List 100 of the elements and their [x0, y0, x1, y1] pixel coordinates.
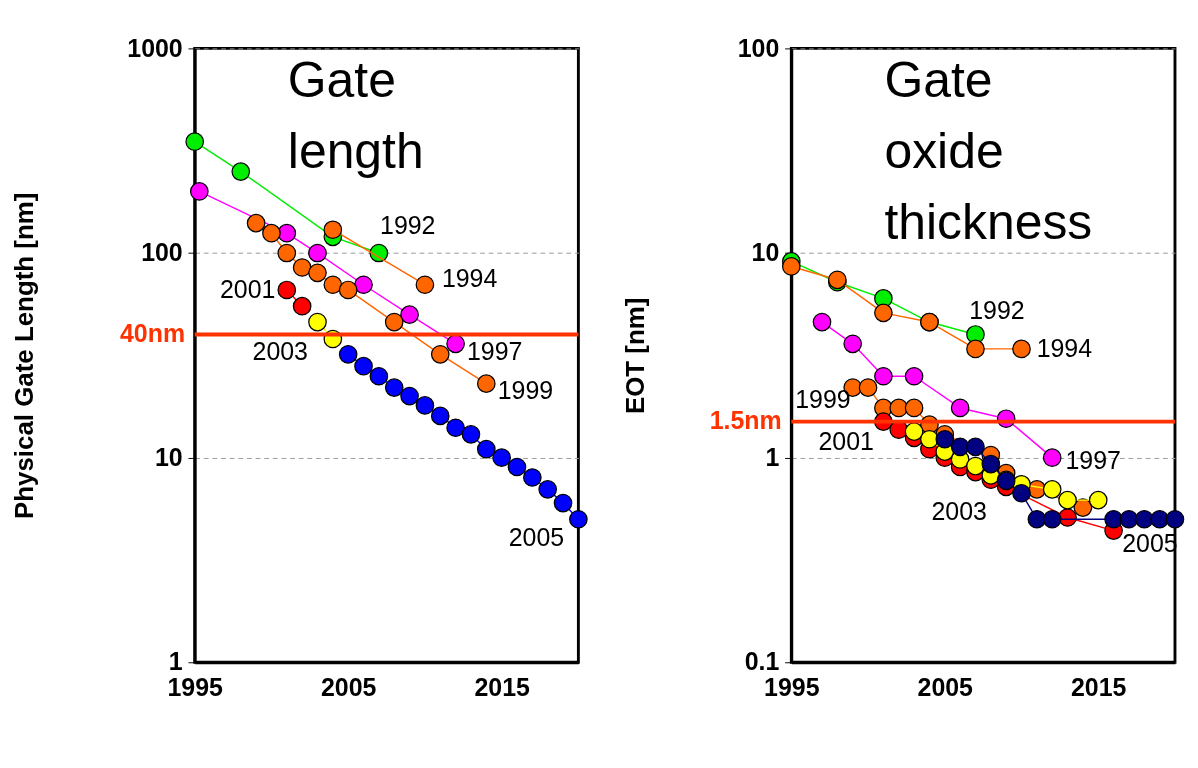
point — [308, 312, 327, 332]
point — [323, 220, 343, 240]
point — [904, 422, 924, 441]
series-label: 2003 — [252, 336, 308, 365]
point — [476, 439, 496, 459]
point — [966, 456, 985, 476]
point — [966, 437, 985, 457]
point — [492, 448, 511, 467]
y-tick-label: 0.1 — [744, 647, 780, 676]
point — [338, 344, 358, 364]
point — [1119, 509, 1139, 529]
point — [1042, 448, 1062, 467]
text: Gate oxide thickness — [884, 52, 1093, 251]
point — [1088, 490, 1108, 510]
point — [277, 223, 297, 243]
point — [323, 275, 343, 295]
point — [553, 493, 573, 513]
point — [1042, 480, 1062, 499]
point — [950, 437, 970, 457]
point — [277, 280, 297, 300]
point — [369, 366, 389, 386]
point — [430, 344, 450, 364]
point — [292, 258, 312, 277]
point — [874, 303, 893, 323]
point — [277, 243, 297, 263]
point — [507, 457, 527, 477]
y-tick-label: 10 — [154, 442, 183, 471]
series-label: 1994 — [1036, 333, 1093, 362]
x-tick-label: 2005 — [917, 673, 974, 702]
point — [231, 162, 251, 181]
text: Gate length — [287, 52, 424, 180]
point — [935, 429, 955, 449]
point — [461, 425, 481, 444]
point — [415, 275, 435, 295]
series-label: 1992 — [380, 210, 436, 239]
point — [950, 398, 970, 418]
point — [981, 454, 1001, 474]
point — [430, 406, 450, 426]
series-label: 2001 — [219, 274, 276, 303]
point — [476, 374, 496, 393]
series-label: 1999 — [497, 375, 554, 404]
point — [185, 132, 205, 152]
x-tick-label: 2005 — [320, 673, 377, 702]
point — [874, 366, 893, 386]
series-label: 1994 — [441, 263, 498, 292]
x-tick-label: 1995 — [167, 673, 224, 702]
y-tick-label: 100 — [737, 33, 780, 62]
y-tick-label: 10 — [751, 238, 780, 267]
point — [1012, 483, 1031, 503]
y-tick-label: 1 — [168, 647, 183, 676]
series-label: 2005 — [508, 522, 565, 551]
series-label: 1997 — [466, 336, 523, 365]
point — [1104, 509, 1123, 529]
point — [1134, 509, 1154, 529]
point — [262, 223, 281, 243]
point — [369, 243, 389, 263]
series-label: 2003 — [931, 497, 987, 526]
point — [446, 334, 465, 354]
series-label: 1997 — [1065, 446, 1121, 475]
x-tick-label: 1995 — [764, 673, 820, 702]
point — [400, 305, 419, 324]
point — [569, 509, 588, 529]
y-axis-title: Physical Gate Length [nm] — [10, 192, 39, 520]
y-tick-label: 1000 — [127, 33, 183, 62]
point — [308, 243, 327, 263]
point — [1027, 509, 1047, 529]
y-axis-title: EOT [nm] — [620, 297, 649, 415]
point — [781, 257, 801, 276]
point — [920, 429, 939, 449]
point — [523, 468, 542, 487]
point — [415, 396, 435, 415]
point — [538, 480, 558, 499]
point — [858, 378, 878, 397]
x-tick-label: 2015 — [1071, 673, 1127, 702]
point — [292, 296, 312, 316]
point — [1150, 509, 1169, 529]
point — [1165, 509, 1185, 529]
ref-line-label: 1.5nm — [709, 406, 782, 435]
x-tick-label: 2015 — [474, 673, 530, 702]
point — [338, 280, 358, 300]
series-label: 1992 — [969, 295, 1025, 324]
point — [889, 398, 909, 418]
series-label: 1999 — [795, 385, 851, 414]
point — [904, 366, 924, 386]
point — [354, 356, 373, 376]
ref-line-label: 40nm — [120, 319, 186, 348]
point — [384, 378, 404, 397]
point — [812, 312, 832, 332]
point — [189, 182, 209, 201]
point — [904, 398, 924, 418]
y-tick-label: 100 — [141, 238, 183, 267]
point — [246, 213, 266, 233]
point — [966, 339, 985, 359]
series-label: 2001 — [818, 426, 874, 455]
point — [384, 312, 404, 332]
point — [446, 418, 465, 438]
point — [1058, 490, 1077, 510]
point — [400, 386, 419, 406]
y-tick-label: 1 — [765, 442, 780, 471]
point — [1012, 339, 1031, 359]
